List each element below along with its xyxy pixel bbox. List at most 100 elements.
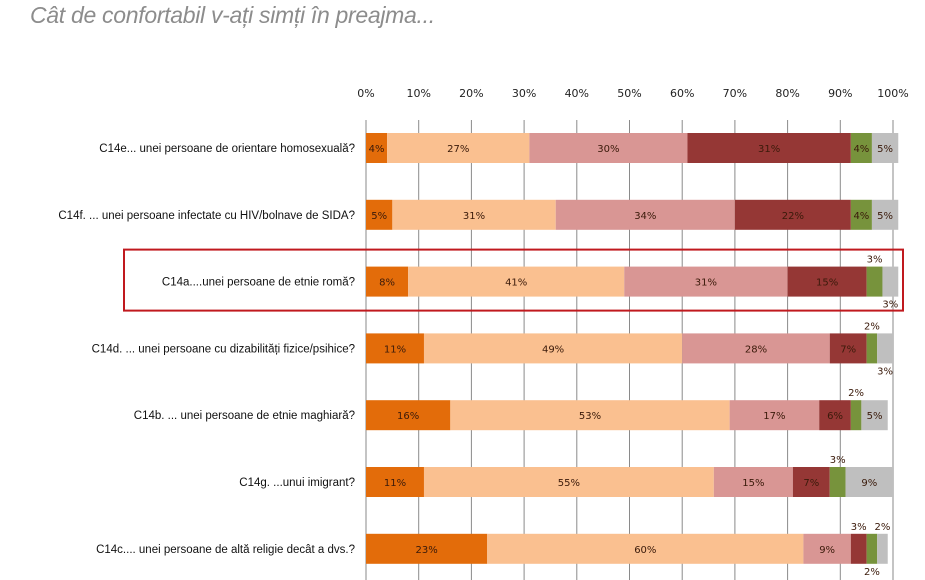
bar-segment xyxy=(624,266,788,297)
data-label: 4% xyxy=(853,144,869,155)
bar-segment xyxy=(829,333,867,364)
data-label: 11% xyxy=(384,344,406,355)
bar-segment xyxy=(866,333,878,364)
data-label: 5% xyxy=(877,211,893,222)
data-label: 5% xyxy=(867,411,883,422)
bar-segment xyxy=(487,533,804,564)
data-label: 15% xyxy=(816,278,838,289)
data-label: 30% xyxy=(597,144,619,155)
bar-segment xyxy=(819,400,851,431)
data-label: 31% xyxy=(758,144,780,155)
bar-segment xyxy=(366,533,488,564)
bar-segment xyxy=(871,133,899,163)
bar-segment xyxy=(529,133,688,163)
category-label: C14e... unei persoane de orientare homos… xyxy=(99,143,355,155)
x-tick-label: 100% xyxy=(877,87,908,100)
data-label: 49% xyxy=(542,344,564,355)
data-label: 60% xyxy=(634,545,656,556)
x-tick-label: 80% xyxy=(775,87,799,100)
data-label: 5% xyxy=(877,144,893,155)
bar-segment xyxy=(713,467,793,497)
bar-segment xyxy=(366,333,424,364)
data-label: 16% xyxy=(397,411,419,422)
bar-segment xyxy=(423,333,683,364)
bar-segment xyxy=(366,400,451,431)
category-label: C14g. ...unui imigrant? xyxy=(239,477,355,489)
data-label: 8% xyxy=(379,278,395,289)
data-label: 2% xyxy=(864,321,880,332)
data-label: 41% xyxy=(505,278,527,289)
data-label: 3% xyxy=(851,522,867,533)
bar-segment xyxy=(734,199,851,230)
data-label: 34% xyxy=(634,211,656,222)
bar-segment xyxy=(866,266,883,297)
bar-segment xyxy=(787,266,867,297)
x-tick-label: 90% xyxy=(828,87,852,100)
x-tick-label: 70% xyxy=(723,87,747,100)
bar-segment xyxy=(850,133,872,163)
category-label: C14b. ... unei persoane de etnie maghiar… xyxy=(134,410,355,422)
x-tick-label: 10% xyxy=(406,87,430,100)
bar-segment xyxy=(450,400,730,431)
category-label: C14a....unei persoane de etnie romă? xyxy=(162,277,355,289)
x-tick-label: 0% xyxy=(357,87,374,100)
data-label: 15% xyxy=(742,478,764,489)
x-tick-label: 40% xyxy=(565,87,589,100)
bar-segment xyxy=(366,266,409,297)
chart-title: Cât de confortabil v-ați simți în preajm… xyxy=(30,2,435,28)
bar-segment xyxy=(850,199,872,230)
category-label: C14c.... unei persoane de altă religie d… xyxy=(96,544,355,556)
data-label: 3% xyxy=(882,300,898,311)
data-label: 4% xyxy=(853,211,869,222)
data-label: 28% xyxy=(745,344,767,355)
bar-segment xyxy=(829,467,846,497)
data-label: 3% xyxy=(830,455,846,466)
bar-segment xyxy=(682,333,830,364)
bar-segment xyxy=(366,467,424,497)
data-label: 31% xyxy=(695,278,717,289)
data-label: 3% xyxy=(867,255,883,266)
data-label: 9% xyxy=(861,478,877,489)
data-label: 9% xyxy=(819,545,835,556)
bar-segment xyxy=(845,467,893,497)
data-label: 7% xyxy=(840,344,856,355)
bar-segment xyxy=(408,266,625,297)
data-label: 55% xyxy=(558,478,580,489)
x-tick-label: 50% xyxy=(617,87,641,100)
bar-segment xyxy=(850,533,867,564)
bar-segment xyxy=(423,467,714,497)
data-label: 11% xyxy=(384,478,406,489)
bar-segment xyxy=(866,533,878,564)
data-label: 53% xyxy=(579,411,601,422)
data-label: 4% xyxy=(369,144,385,155)
x-tick-label: 20% xyxy=(459,87,483,100)
data-label: 2% xyxy=(848,388,864,399)
bar-segment xyxy=(861,400,888,431)
bar-segment xyxy=(729,400,820,431)
data-label: 6% xyxy=(827,411,843,422)
bar-segment xyxy=(387,133,530,163)
category-label: C14f. ... unei persoane infectate cu HIV… xyxy=(58,210,355,222)
data-label: 27% xyxy=(447,144,469,155)
bar-segment xyxy=(392,199,556,230)
highlight-box xyxy=(123,248,904,312)
bar-segment xyxy=(792,467,830,497)
x-tick-label: 30% xyxy=(512,87,536,100)
data-label: 5% xyxy=(371,211,387,222)
data-label: 31% xyxy=(463,211,485,222)
bar-segment xyxy=(555,199,735,230)
bar-segment xyxy=(871,199,899,230)
data-label: 7% xyxy=(803,478,819,489)
x-tick-label: 60% xyxy=(670,87,694,100)
data-label: 23% xyxy=(415,545,437,556)
data-label: 3% xyxy=(877,366,893,377)
data-label: 2% xyxy=(875,522,891,533)
bar-segment xyxy=(850,400,862,431)
data-label: 17% xyxy=(763,411,785,422)
bar-segment xyxy=(877,333,893,364)
bar-segment xyxy=(687,133,851,163)
bar-segment xyxy=(366,133,388,163)
bar-segment xyxy=(877,533,888,564)
data-label: 22% xyxy=(782,211,804,222)
